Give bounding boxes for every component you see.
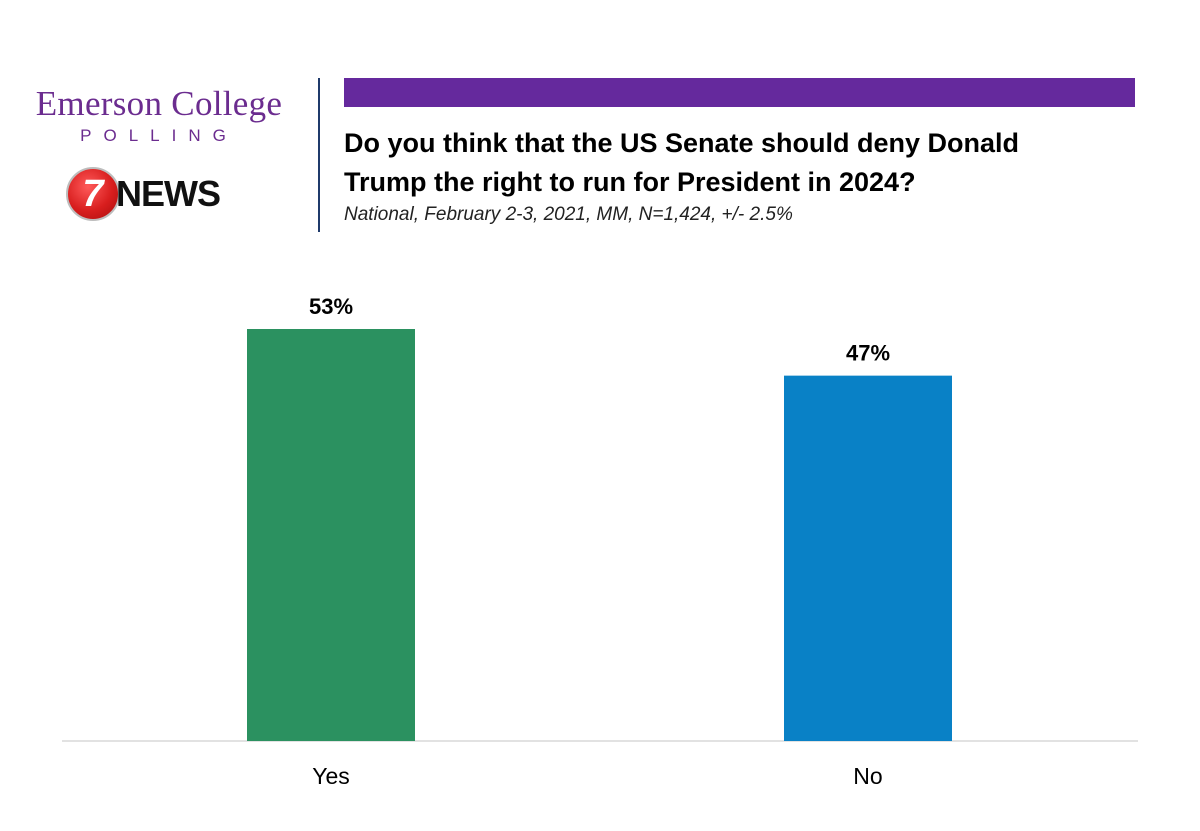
7news-badge-icon: 7 xyxy=(66,167,120,221)
bar-yes xyxy=(247,329,415,741)
header-divider xyxy=(318,78,320,232)
accent-bar xyxy=(344,78,1135,107)
brand-subtitle: POLLING xyxy=(80,126,238,145)
data-label-no: 47% xyxy=(846,341,890,366)
bars-group: 53% Yes 47% No xyxy=(247,294,952,789)
7news-wordmark: NEWS xyxy=(116,173,221,214)
chart-subtitle: National, February 2-3, 2021, MM, N=1,42… xyxy=(344,204,793,225)
7news-logo: 7 NEWS xyxy=(66,166,221,222)
emerson-college-polling-logo: Emerson College POLLING xyxy=(0,84,318,146)
x-tick-label-yes: Yes xyxy=(312,763,350,789)
brand-name: Emerson College xyxy=(35,84,283,123)
chart-title: Do you think that the US Senate should d… xyxy=(344,128,1020,197)
bar-no xyxy=(784,375,952,741)
data-label-yes: 53% xyxy=(309,294,353,319)
x-tick-label-no: No xyxy=(853,763,882,789)
